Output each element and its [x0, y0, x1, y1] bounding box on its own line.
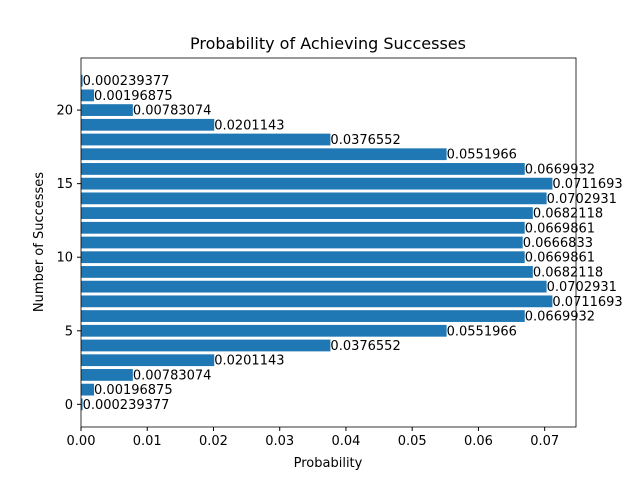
- data-label: 0.0702931: [547, 192, 617, 207]
- x-tick-label: 0.05: [398, 434, 427, 449]
- bar: [81, 89, 95, 102]
- data-label: 0.0669861: [525, 221, 595, 236]
- data-label: 0.000239377: [83, 74, 170, 89]
- bar: [81, 310, 525, 322]
- bar: [81, 118, 215, 131]
- y-tick-label: 15: [56, 177, 73, 192]
- data-label: 0.0669932: [525, 310, 595, 325]
- data-label: 0.0669932: [525, 162, 595, 177]
- data-label: 0.000239377: [83, 398, 170, 413]
- x-tick-label: 0.02: [199, 434, 228, 449]
- y-tick-label: 10: [56, 251, 73, 266]
- data-label: 0.0551966: [447, 324, 517, 339]
- data-label: 0.00196875: [94, 89, 173, 104]
- bar: [81, 339, 331, 352]
- data-label: 0.0376552: [330, 133, 400, 148]
- chart-title: Probability of Achieving Successes: [190, 34, 466, 53]
- x-tick-label: 0.01: [133, 434, 162, 449]
- data-label: 0.00196875: [94, 383, 173, 398]
- data-label: 0.0201143: [214, 118, 284, 133]
- data-label: 0.0551966: [447, 148, 517, 163]
- plot-frame: [80, 57, 577, 428]
- x-tick-label: 0.06: [464, 434, 493, 449]
- bar: [81, 192, 547, 205]
- bar: [81, 177, 553, 190]
- y-tick-label: 20: [56, 104, 73, 119]
- y-tick-label: 5: [65, 324, 73, 339]
- bar: [81, 295, 553, 308]
- bar: [81, 398, 83, 411]
- x-tick-label: 0.07: [530, 434, 559, 449]
- bar: [81, 221, 525, 234]
- data-label: 0.0702931: [547, 280, 617, 295]
- bar: [81, 383, 95, 396]
- bar: [81, 369, 133, 381]
- bar: [81, 266, 533, 278]
- bar: [81, 324, 447, 337]
- y-tick-label: 0: [65, 398, 73, 413]
- bar: [81, 280, 547, 293]
- x-tick-label: 0.04: [331, 434, 360, 449]
- data-label: 0.0682118: [533, 265, 603, 280]
- data-label: 0.0201143: [214, 354, 284, 369]
- bar: [81, 104, 133, 116]
- data-label: 0.0376552: [330, 339, 400, 354]
- bar: [81, 74, 83, 87]
- bar: [81, 148, 447, 161]
- data-label: 0.0669861: [525, 251, 595, 266]
- data-label: 0.00783074: [133, 104, 212, 119]
- bar: [81, 251, 525, 264]
- bar: [81, 236, 523, 249]
- bar: [81, 354, 215, 367]
- x-tick-label: 0.03: [265, 434, 294, 449]
- y-axis-label: Number of Successes: [32, 172, 47, 312]
- data-label: 0.00783074: [133, 368, 212, 383]
- data-label: 0.0711693: [552, 177, 622, 192]
- bar: [81, 163, 525, 175]
- data-label: 0.0666833: [523, 236, 593, 251]
- bar: [81, 207, 533, 219]
- x-tick-label: 0.00: [67, 434, 96, 449]
- data-label: 0.0711693: [552, 295, 622, 310]
- data-label: 0.0682118: [533, 207, 603, 222]
- x-axis-label: Probability: [294, 456, 363, 471]
- bar: [81, 133, 331, 146]
